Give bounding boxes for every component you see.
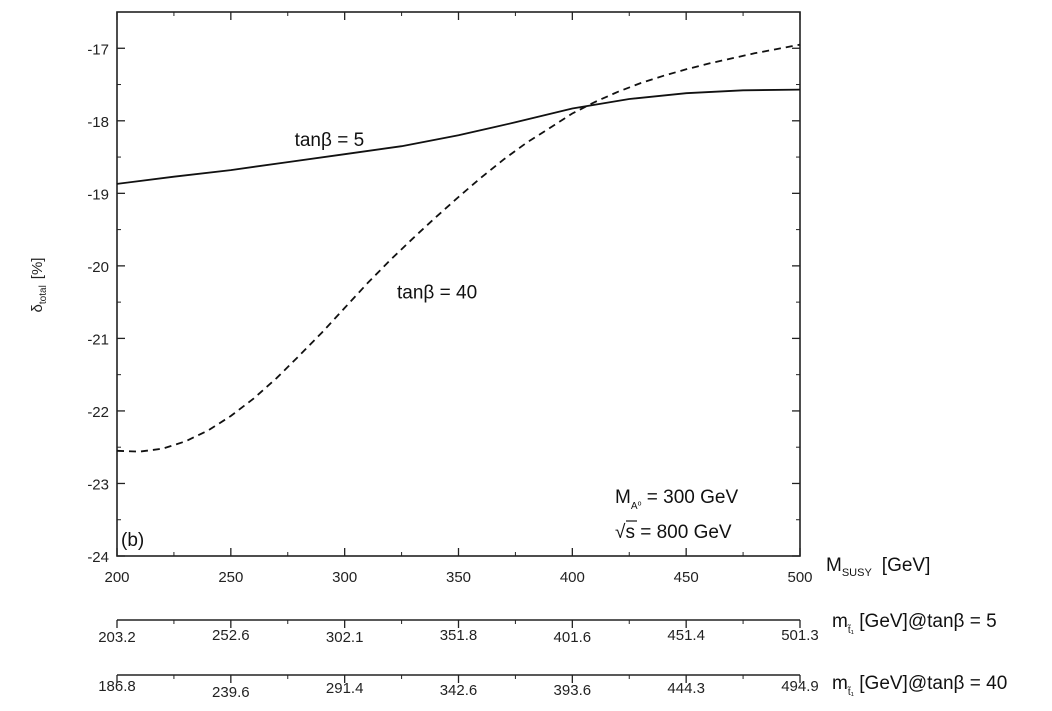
secondary-tick-label: 494.9 — [781, 678, 819, 695]
secondary-tick-label: 302.1 — [326, 629, 364, 646]
x-tick-label: 500 — [787, 569, 812, 586]
panel-label: (b) — [121, 530, 144, 551]
series-line-2 — [116, 43, 801, 453]
series-labels: tanβ = 5 tanβ = 40 — [295, 130, 478, 303]
y-tick-label: -18 — [87, 114, 109, 131]
secondary-tick-label: 239.6 — [212, 684, 250, 701]
secondary-tick-label: 401.6 — [554, 629, 592, 646]
annotation-sqrt-s: √s = 800 GeV — [615, 522, 732, 543]
secondary-tick-label: 444.3 — [667, 680, 705, 697]
annotation-ma0: MA⁰ = 300 GeV — [615, 487, 738, 512]
series-label-2: tanβ = 40 — [397, 283, 477, 304]
secondary-tick-label: 186.8 — [98, 678, 136, 695]
secondary-tick-label: 451.4 — [667, 627, 705, 644]
x-tick-label: 200 — [104, 569, 129, 586]
x-tick-label: 450 — [674, 569, 699, 586]
y-tick-label: -17 — [87, 41, 109, 58]
x-tick-label: 400 — [560, 569, 585, 586]
x-tick-label: 350 — [446, 569, 471, 586]
secondary-axis-1-ticks: 203.2 252.6 302.1 351.8 401.6 451.4 501.3 — [98, 620, 819, 646]
y-tick-label: -19 — [87, 186, 109, 203]
series-line-1 — [116, 88, 801, 185]
y-tick-label: -21 — [87, 331, 109, 348]
y-tick-label: -24 — [87, 549, 109, 566]
secondary-tick-label: 501.3 — [781, 627, 819, 644]
x-axis-ticks: 200 250 300 350 400 450 500 — [104, 12, 813, 586]
x-axis-label: MSUSY [GeV] — [826, 555, 930, 579]
secondary-axis-2-label: mt̃₁ [GeV]@tanβ = 40 — [832, 673, 1007, 698]
y-axis-label: δtotal[%] — [29, 258, 49, 313]
secondary-tick-label: 351.8 — [440, 627, 478, 644]
y-axis-ticks: -24 -23 -22 -21 -20 -19 -18 -17 — [87, 41, 800, 566]
secondary-tick-label: 291.4 — [326, 680, 364, 697]
secondary-tick-label: 342.6 — [440, 682, 478, 699]
secondary-axis-1-label: mt̃₁ [GeV]@tanβ = 5 — [832, 611, 997, 636]
secondary-tick-label: 393.6 — [554, 682, 592, 699]
y-tick-label: -20 — [87, 259, 109, 276]
series-label-1: tanβ = 5 — [295, 130, 365, 151]
secondary-tick-label: 252.6 — [212, 627, 250, 644]
secondary-tick-label: 203.2 — [98, 629, 136, 646]
x-tick-label: 300 — [332, 569, 357, 586]
series-layer — [116, 43, 801, 453]
y-tick-label: -23 — [87, 476, 109, 493]
secondary-axis-2-ticks: 186.8 239.6 291.4 342.6 393.6 444.3 494.9 — [98, 675, 819, 701]
x-tick-label: 250 — [218, 569, 243, 586]
y-tick-label: -22 — [87, 404, 109, 421]
